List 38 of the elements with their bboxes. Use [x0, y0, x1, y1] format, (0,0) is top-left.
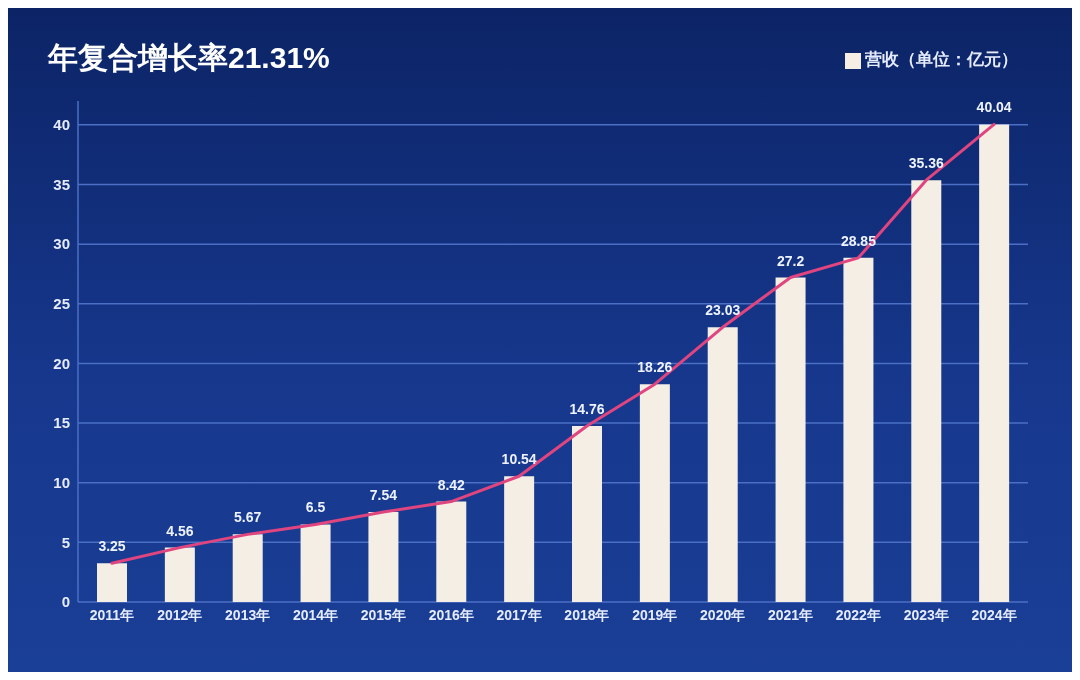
data-label: 27.2: [776, 252, 805, 269]
x-tick-label: 2020年: [700, 606, 746, 623]
x-tick-label: 2011年: [89, 606, 135, 623]
x-tick-label: 2013年: [225, 606, 271, 623]
data-label: 6.5: [305, 499, 326, 516]
data-label: 4.56: [166, 522, 194, 539]
y-tick-label: 10: [53, 474, 70, 492]
x-tick-label: 2017年: [496, 606, 542, 623]
x-tick-label: 2014年: [292, 606, 339, 623]
data-label: 23.03: [705, 302, 741, 319]
data-label: 3.25: [98, 538, 126, 555]
x-tick-label: 2016年: [428, 606, 474, 623]
x-tick-label: 2018年: [564, 606, 610, 623]
y-tick-label: 0: [61, 593, 70, 611]
data-label: 8.42: [437, 476, 466, 493]
y-tick-label: 5: [61, 533, 70, 551]
data-label: 7.54: [369, 487, 398, 504]
data-label: 5.67: [234, 509, 262, 526]
y-tick-label: 25: [53, 295, 70, 313]
data-label: 10.54: [501, 451, 537, 468]
data-label: 35.36: [908, 155, 945, 172]
y-tick-label: 30: [53, 235, 70, 253]
x-tick-label: 2019年: [632, 606, 678, 623]
y-tick-label: 20: [53, 354, 70, 372]
data-label: 40.04: [976, 99, 1012, 116]
y-tick-label: 40: [53, 116, 70, 134]
y-tick-label: 15: [53, 414, 70, 432]
y-tick-label: 35: [53, 175, 70, 193]
x-tick-label: 2021年: [767, 606, 814, 623]
x-tick-label: 2012年: [157, 606, 203, 623]
data-label: 18.26: [637, 359, 673, 376]
x-tick-label: 2024年: [971, 606, 1017, 623]
data-label: 14.76: [569, 400, 605, 417]
x-tick-label: 2023年: [903, 606, 949, 623]
x-tick-label: 2022年: [835, 606, 881, 623]
chart-title: 年复合增长率21.31%: [48, 40, 330, 76]
x-tick-label: 2015年: [360, 606, 406, 623]
legend-label: 营收（单位：亿元）: [865, 50, 1018, 69]
